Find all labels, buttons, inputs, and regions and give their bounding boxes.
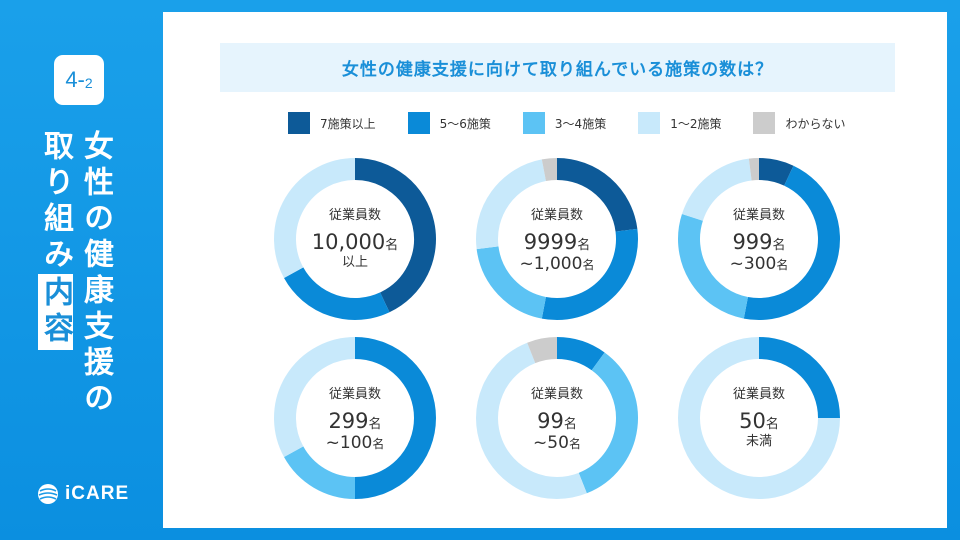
legend-swatch bbox=[753, 112, 776, 134]
donut-slice bbox=[284, 446, 356, 499]
chart-label-sub: ~100名 bbox=[326, 433, 385, 453]
side-title-highlight: 内容 bbox=[38, 274, 73, 350]
chart-label-main: 299名 bbox=[328, 409, 381, 433]
legend-item: 7施策以上 bbox=[288, 112, 376, 134]
donut-slice bbox=[758, 158, 794, 186]
donut-slice bbox=[476, 342, 587, 499]
donut-slice bbox=[274, 337, 356, 458]
chart-label-top: 従業員数 bbox=[531, 207, 583, 223]
section-subnumber: 2 bbox=[84, 74, 93, 91]
legend-label: 1〜2施策 bbox=[670, 116, 722, 131]
chart-label-main: 999名 bbox=[732, 230, 785, 254]
donut-slice bbox=[556, 158, 638, 233]
legend-item: 5〜6施策 bbox=[407, 112, 491, 134]
donut-slice bbox=[541, 228, 638, 320]
chart-label-top: 従業員数 bbox=[329, 207, 381, 223]
chart-label-main: 9999名 bbox=[524, 230, 590, 254]
legend-label: 5〜6施策 bbox=[439, 116, 491, 131]
globe-icon bbox=[38, 484, 58, 504]
chart-legend: 7施策以上 5〜6施策 3〜4施策 1〜2施策 わからない bbox=[288, 112, 846, 134]
legend-swatch bbox=[522, 112, 545, 134]
donut-slice bbox=[758, 337, 840, 419]
legend-item: わからない bbox=[753, 112, 846, 134]
chart-label-sub: ~300名 bbox=[730, 254, 789, 274]
chart-label-sub: ~1,000名 bbox=[520, 254, 595, 274]
legend-label: わからない bbox=[785, 116, 846, 131]
donut-slice bbox=[476, 245, 547, 319]
chart-label-main: 50名 bbox=[739, 409, 779, 433]
legend-swatch bbox=[288, 112, 310, 134]
donut-slice bbox=[354, 158, 436, 313]
section-number: 4- bbox=[65, 67, 85, 92]
chart-label-top: 従業員数 bbox=[733, 207, 785, 223]
logo-text: iCARE bbox=[65, 483, 130, 504]
legend-swatch bbox=[407, 112, 430, 134]
legend-item: 3〜4施策 bbox=[522, 112, 607, 134]
legend-item: 1〜2施策 bbox=[638, 112, 721, 134]
legend-label: 7施策以上 bbox=[320, 116, 376, 131]
donut-slice bbox=[678, 337, 840, 499]
chart-label-top: 従業員数 bbox=[329, 386, 381, 402]
donut-slice bbox=[743, 165, 840, 320]
donut-slice bbox=[541, 158, 558, 182]
donut-slice bbox=[284, 267, 390, 320]
donut-slice bbox=[748, 158, 760, 181]
chart-label-main: 10,000名 bbox=[312, 230, 399, 254]
chart-label-sub: 以上 bbox=[342, 255, 368, 270]
donut-slice bbox=[681, 158, 753, 222]
side-title-line-1: 女性の健康支援の bbox=[78, 130, 113, 418]
side-title-part-a: 取り組み bbox=[38, 130, 73, 274]
chart-label-top: 従業員数 bbox=[733, 386, 785, 402]
donut-slice bbox=[527, 337, 558, 364]
donut-slice bbox=[556, 337, 605, 371]
company-logo: iCARE bbox=[37, 483, 129, 505]
legend-swatch bbox=[638, 112, 661, 134]
chart-title: 女性の健康支援に向けて取り組んでいる施策の数は？ bbox=[220, 43, 895, 92]
donut-slice bbox=[274, 158, 356, 279]
donut-slice bbox=[354, 337, 436, 499]
section-badge: 4- 2 bbox=[54, 55, 104, 105]
chart-label-sub: ~50名 bbox=[533, 433, 581, 453]
donut-slice bbox=[578, 352, 638, 494]
legend-label: 3〜4施策 bbox=[554, 116, 607, 131]
donut-slice bbox=[678, 213, 749, 319]
chart-label-sub: 未満 bbox=[746, 434, 772, 449]
chart-label-top: 従業員数 bbox=[531, 386, 583, 402]
side-title-line-2: 取り組み内容 bbox=[38, 130, 73, 350]
donut-slice bbox=[476, 159, 547, 250]
chart-label-main: 99名 bbox=[537, 409, 577, 433]
